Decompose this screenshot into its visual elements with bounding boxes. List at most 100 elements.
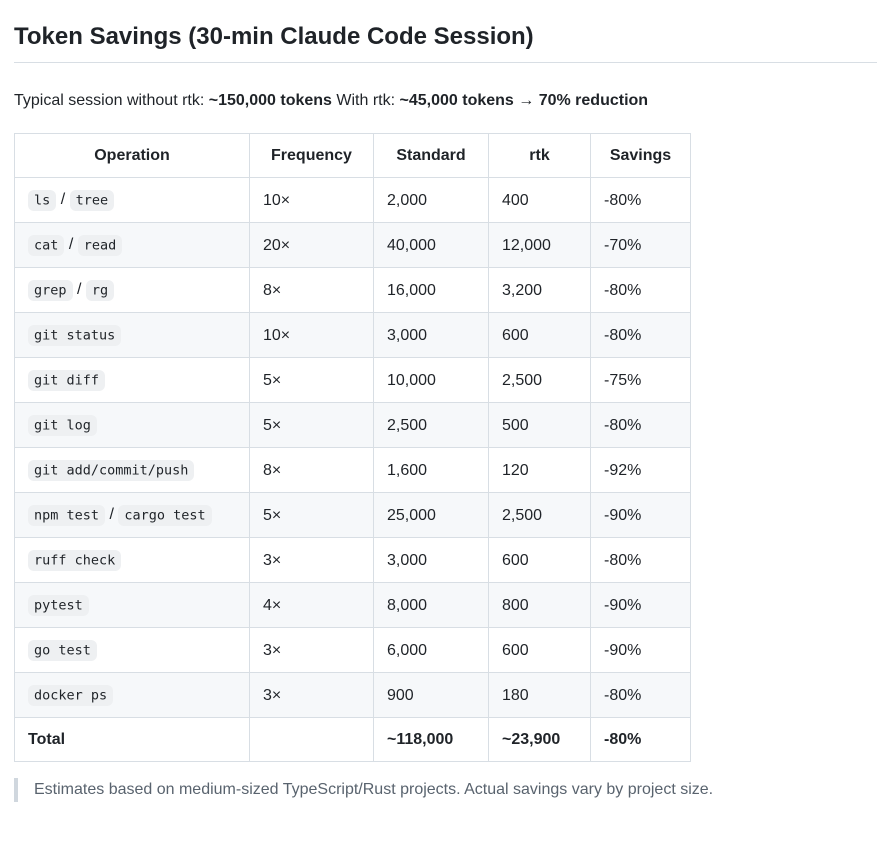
table-row: grep / rg 8× 16,000 3,200 -80% — [14, 267, 691, 313]
inline-code: rg — [85, 279, 115, 301]
total-rtk-cell: ~23,900 — [488, 717, 591, 762]
rtk-cell: 600 — [488, 627, 591, 673]
inline-code: pytest — [28, 594, 89, 616]
token-savings-table: Operation Frequency Standard rtk Savings… — [14, 133, 691, 762]
summary-line: Typical session without rtk: ~150,000 to… — [14, 89, 877, 113]
savings-cell: -80% — [590, 402, 691, 448]
inline-code: git status — [28, 324, 122, 346]
savings-cell: -70% — [590, 222, 691, 268]
total-frequency-cell — [249, 717, 374, 762]
table-body: ls / tree 10× 2,000 400 -80% cat / read 20× 40,… — [14, 177, 691, 718]
standard-cell: 10,000 — [373, 357, 489, 403]
page-title: Token Savings (30-min Claude Code Sessio… — [14, 22, 877, 63]
standard-cell: 6,000 — [373, 627, 489, 673]
savings-cell: -80% — [590, 312, 691, 358]
savings-cell: -90% — [590, 582, 691, 628]
rtk-cell: 600 — [488, 312, 591, 358]
operation-separator: / — [72, 281, 86, 298]
summary-middle: With rtk: — [331, 92, 400, 109]
rtk-cell: 500 — [488, 402, 591, 448]
savings-cell: -92% — [590, 447, 691, 493]
inline-code: grep — [28, 279, 73, 301]
standard-cell: 40,000 — [373, 222, 489, 268]
operation-cell: docker ps — [14, 672, 250, 718]
col-header-frequency: Frequency — [249, 133, 374, 178]
operation-separator: / — [56, 191, 70, 208]
col-header-rtk: rtk — [488, 133, 591, 178]
table-row: ruff check 3× 3,000 600 -80% — [14, 537, 691, 583]
col-header-savings: Savings — [590, 133, 691, 178]
rtk-cell: 2,500 — [488, 492, 591, 538]
operation-separator: / — [64, 236, 78, 253]
operation-cell: ruff check — [14, 537, 250, 583]
summary-without-value: ~150,000 tokens — [208, 92, 332, 109]
standard-cell: 1,600 — [373, 447, 489, 493]
savings-cell: -80% — [590, 672, 691, 718]
operation-cell: git log — [14, 402, 250, 448]
frequency-cell: 3× — [249, 627, 374, 673]
rtk-cell: 800 — [488, 582, 591, 628]
inline-code: read — [77, 234, 123, 256]
table-header: Operation Frequency Standard rtk Savings — [14, 133, 691, 178]
table-footer: Total ~118,000 ~23,900 -80% — [14, 717, 691, 762]
inline-code: git add/commit/push — [28, 459, 195, 481]
frequency-cell: 10× — [249, 177, 374, 223]
savings-cell: -80% — [590, 537, 691, 583]
table-total-row: Total ~118,000 ~23,900 -80% — [14, 717, 691, 762]
rtk-cell: 180 — [488, 672, 591, 718]
frequency-cell: 5× — [249, 492, 374, 538]
savings-cell: -75% — [590, 357, 691, 403]
table-row: git add/commit/push 8× 1,600 120 -92% — [14, 447, 691, 493]
operation-cell: go test — [14, 627, 250, 673]
operation-cell: git add/commit/push — [14, 447, 250, 493]
inline-code: cargo test — [118, 504, 212, 526]
operation-cell: grep / rg — [14, 267, 250, 313]
rtk-cell: 400 — [488, 177, 591, 223]
inline-code: cat — [28, 234, 65, 256]
inline-code: tree — [69, 189, 115, 211]
col-header-operation: Operation — [14, 133, 250, 178]
rtk-cell: 120 — [488, 447, 591, 493]
summary-reduction: 70% reduction — [538, 92, 649, 109]
rtk-cell: 2,500 — [488, 357, 591, 403]
savings-cell: -80% — [590, 267, 691, 313]
operation-separator: / — [105, 506, 119, 523]
table-row: npm test / cargo test 5× 25,000 2,500 -90% — [14, 492, 691, 538]
standard-cell: 8,000 — [373, 582, 489, 628]
table-row: git diff 5× 10,000 2,500 -75% — [14, 357, 691, 403]
operation-cell: cat / read — [14, 222, 250, 268]
table-row: docker ps 3× 900 180 -80% — [14, 672, 691, 718]
table-row: cat / read 20× 40,000 12,000 -70% — [14, 222, 691, 268]
table-row: pytest 4× 8,000 800 -90% — [14, 582, 691, 628]
standard-cell: 900 — [373, 672, 489, 718]
frequency-cell: 3× — [249, 537, 374, 583]
document: Token Savings (30-min Claude Code Sessio… — [0, 22, 877, 842]
standard-cell: 2,000 — [373, 177, 489, 223]
operation-cell: git diff — [14, 357, 250, 403]
savings-cell: -80% — [590, 177, 691, 223]
summary-with-value: ~45,000 tokens — [399, 92, 514, 109]
standard-cell: 16,000 — [373, 267, 489, 313]
frequency-cell: 5× — [249, 402, 374, 448]
standard-cell: 2,500 — [373, 402, 489, 448]
rtk-cell: 600 — [488, 537, 591, 583]
standard-cell: 3,000 — [373, 537, 489, 583]
total-savings-cell: -80% — [590, 717, 691, 762]
standard-cell: 25,000 — [373, 492, 489, 538]
table-row: ls / tree 10× 2,000 400 -80% — [14, 177, 691, 223]
frequency-cell: 20× — [249, 222, 374, 268]
inline-code: npm test — [28, 504, 106, 526]
savings-cell: -90% — [590, 627, 691, 673]
operation-cell: npm test / cargo test — [14, 492, 250, 538]
operation-cell: git status — [14, 312, 250, 358]
inline-code: ruff check — [28, 549, 122, 571]
inline-code: git diff — [28, 369, 106, 391]
summary-prefix: Typical session without rtk: — [14, 92, 209, 109]
footnote-quote: Estimates based on medium-sized TypeScri… — [14, 778, 877, 802]
table-row: git log 5× 2,500 500 -80% — [14, 402, 691, 448]
rtk-cell: 3,200 — [488, 267, 591, 313]
inline-code: go test — [28, 639, 97, 661]
operation-cell: ls / tree — [14, 177, 250, 223]
table-row: git status 10× 3,000 600 -80% — [14, 312, 691, 358]
rtk-cell: 12,000 — [488, 222, 591, 268]
